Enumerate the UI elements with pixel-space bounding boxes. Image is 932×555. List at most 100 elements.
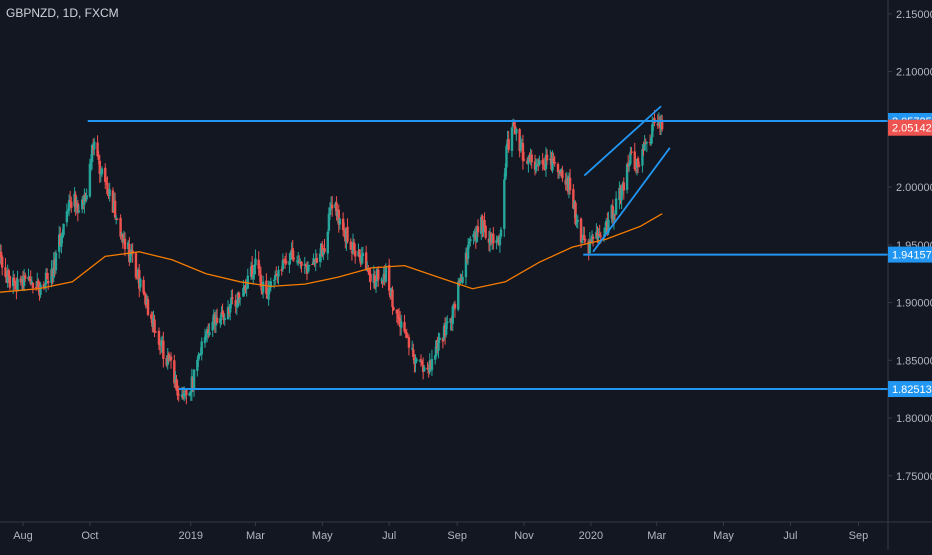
candle-body	[100, 168, 104, 175]
candle-body	[267, 289, 270, 300]
candle-body	[219, 318, 222, 324]
candle-body	[115, 217, 118, 220]
x-tick-label: Jul	[783, 530, 797, 542]
candle-body	[472, 233, 475, 238]
candle-body	[269, 281, 272, 288]
candle-body	[318, 253, 322, 262]
candle-body	[377, 269, 380, 280]
candle-body	[268, 285, 271, 291]
candle-body	[176, 388, 179, 396]
y-tick-label: 2.15000	[896, 9, 932, 21]
candle-body	[253, 265, 256, 275]
candle-body	[361, 252, 365, 257]
candle-body	[198, 353, 201, 355]
candle-body	[553, 162, 556, 164]
candle-body	[31, 282, 35, 289]
candle-body	[660, 119, 664, 130]
candle-body	[139, 278, 142, 288]
candle-body	[296, 260, 300, 263]
candle-body	[461, 276, 464, 283]
candle-body	[28, 277, 31, 281]
candle-body	[527, 157, 530, 164]
candle-body	[360, 255, 363, 262]
x-tick-label: Jul	[382, 530, 396, 542]
candle-body	[39, 284, 42, 295]
candle-body	[119, 217, 122, 237]
candle-body	[229, 304, 232, 313]
candle-body	[289, 252, 292, 260]
candle-body	[641, 149, 644, 166]
candle-body	[96, 142, 99, 157]
candle-body	[391, 289, 394, 308]
candle-body	[60, 235, 63, 247]
y-tick-label: 1.90000	[896, 298, 932, 310]
candle-body	[280, 269, 283, 271]
candle-body	[304, 264, 308, 266]
candle-body	[444, 323, 448, 335]
candle-body	[303, 263, 306, 266]
candle-body	[395, 309, 399, 314]
candle-body	[0, 251, 3, 258]
candle-body	[237, 292, 241, 299]
candle-body	[291, 248, 294, 259]
candle-body	[315, 257, 319, 263]
candle-body	[451, 306, 454, 324]
candle-body	[197, 355, 200, 361]
candle-body	[326, 231, 329, 254]
candle-body	[104, 167, 107, 182]
candle-body	[466, 244, 470, 259]
x-tick-label: 2020	[579, 530, 603, 542]
candle-body	[337, 209, 340, 225]
candle-body	[364, 252, 368, 270]
candle-body	[556, 163, 560, 173]
candle-body	[611, 206, 615, 221]
candle-body	[423, 367, 426, 371]
candle-body	[403, 322, 406, 332]
candle-body	[367, 267, 370, 273]
candle-body	[437, 340, 440, 351]
candle-body	[45, 272, 49, 280]
candle-body	[135, 276, 139, 278]
candle-body	[373, 275, 377, 288]
candle-body	[630, 151, 633, 153]
candle-body	[196, 359, 199, 371]
candle-body	[643, 143, 646, 151]
candle-body	[612, 214, 616, 221]
y-tick-label: 1.75000	[896, 471, 932, 483]
candle-body	[252, 275, 255, 278]
candle-body	[77, 210, 81, 213]
candles-layer	[0, 109, 664, 405]
candle-body	[258, 270, 262, 274]
candle-body	[123, 238, 127, 250]
candle-body	[4, 267, 7, 277]
candle-body	[22, 276, 26, 286]
candle-body	[61, 235, 64, 237]
candle-body	[584, 239, 587, 241]
y-tick-label: 1.85000	[896, 355, 932, 367]
candle-body	[89, 162, 93, 165]
candle-body	[521, 143, 525, 161]
x-tick-label: Mar	[647, 530, 666, 542]
candle-body	[13, 277, 16, 283]
candle-body	[614, 198, 618, 215]
candle-body	[574, 202, 577, 225]
candle-body	[350, 251, 354, 253]
candle-body	[419, 359, 423, 361]
candle-body	[203, 336, 207, 344]
candle-body	[397, 316, 401, 320]
candle-body	[598, 233, 601, 236]
candle-body	[484, 225, 487, 238]
candle-body	[153, 319, 156, 333]
candle-body	[76, 203, 80, 213]
candle-body	[189, 391, 192, 394]
candle-body	[404, 331, 407, 333]
candle-body	[173, 360, 176, 384]
candle-body	[74, 194, 77, 208]
candle-body	[300, 261, 303, 267]
candle-body	[8, 275, 12, 288]
x-tick-label: 2019	[179, 530, 203, 542]
candle-body	[97, 156, 100, 160]
candle-body	[192, 369, 196, 389]
